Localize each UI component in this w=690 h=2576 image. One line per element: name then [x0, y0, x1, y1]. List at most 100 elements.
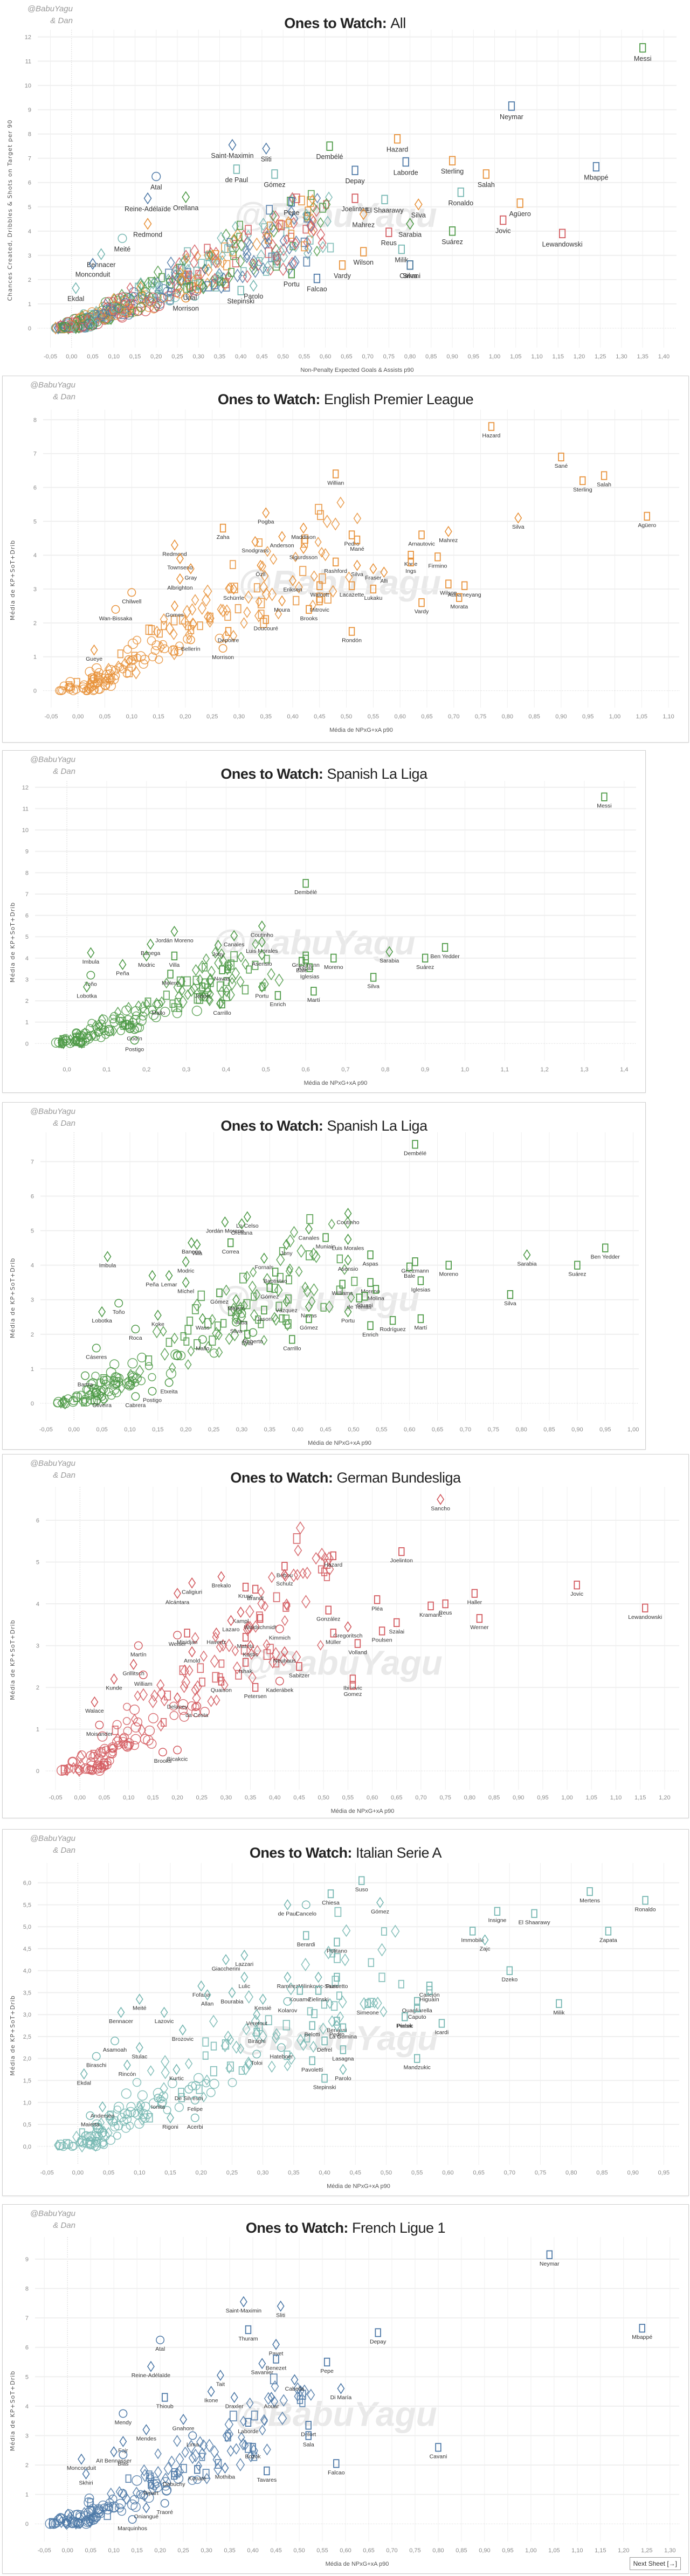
data-point[interactable] [233, 164, 240, 174]
data-point[interactable] [77, 1750, 86, 1760]
data-point[interactable] [274, 1284, 283, 1297]
data-point[interactable] [273, 253, 282, 267]
data-point[interactable] [461, 581, 468, 590]
data-point[interactable] [204, 263, 213, 277]
data-point[interactable] [91, 1696, 99, 1708]
data-point[interactable] [300, 2384, 309, 2398]
data-point[interactable] [204, 1318, 212, 1328]
data-point[interactable] [309, 1283, 319, 1297]
data-point[interactable] [181, 2446, 189, 2459]
data-point[interactable] [314, 192, 321, 204]
data-point[interactable] [82, 2468, 90, 2480]
data-point[interactable] [180, 615, 190, 629]
data-point[interactable] [448, 156, 456, 165]
data-point[interactable] [166, 294, 174, 304]
data-point[interactable] [344, 1234, 352, 1245]
data-point[interactable] [286, 1982, 295, 1996]
data-point[interactable] [96, 2138, 107, 2149]
data-point[interactable] [131, 1325, 140, 1334]
data-point[interactable] [140, 2464, 148, 2477]
data-point[interactable] [219, 276, 227, 288]
data-point[interactable] [106, 665, 116, 675]
data-point[interactable] [190, 244, 199, 258]
data-point[interactable] [282, 1598, 291, 1610]
data-point[interactable] [144, 1362, 153, 1370]
data-point[interactable] [412, 1257, 418, 1266]
data-point[interactable] [162, 2473, 169, 2484]
data-point[interactable] [251, 2452, 258, 2461]
data-point[interactable] [169, 274, 176, 286]
data-point[interactable] [317, 510, 324, 520]
data-point[interactable] [279, 234, 287, 247]
data-point[interactable] [143, 192, 152, 205]
data-point[interactable] [245, 1604, 254, 1618]
data-point[interactable] [176, 1003, 183, 1012]
data-point[interactable] [214, 270, 222, 281]
data-point[interactable] [263, 615, 269, 624]
data-point[interactable] [284, 1899, 292, 1910]
data-point[interactable] [97, 1731, 108, 1742]
data-point[interactable] [225, 2428, 234, 2441]
data-point[interactable] [259, 580, 268, 594]
data-point[interactable] [132, 1011, 141, 1020]
data-point[interactable] [494, 1907, 501, 1916]
data-point[interactable] [288, 197, 295, 207]
data-point[interactable] [279, 1247, 285, 1256]
data-point[interactable] [398, 1547, 405, 1556]
data-point[interactable] [67, 1756, 78, 1767]
data-point[interactable] [179, 614, 186, 625]
data-point[interactable] [237, 286, 244, 295]
data-point[interactable] [445, 579, 452, 588]
data-point[interactable] [240, 267, 247, 276]
data-point[interactable] [207, 2386, 215, 2398]
data-point[interactable] [256, 257, 263, 266]
data-point[interactable] [252, 938, 259, 950]
data-point[interactable] [253, 2009, 261, 2020]
data-point[interactable] [184, 264, 192, 275]
data-point[interactable] [187, 1317, 194, 1326]
data-point[interactable] [162, 2393, 168, 2402]
data-point[interactable] [196, 2085, 203, 2094]
data-point[interactable] [181, 1675, 191, 1689]
data-point[interactable] [317, 1639, 325, 1651]
data-point[interactable] [84, 318, 95, 329]
data-point[interactable] [281, 1562, 288, 1571]
data-point[interactable] [148, 2482, 157, 2496]
data-point[interactable] [228, 139, 237, 151]
data-point[interactable] [160, 2499, 169, 2508]
data-point[interactable] [232, 1318, 241, 1327]
data-point[interactable] [258, 936, 266, 948]
data-point[interactable] [639, 43, 646, 53]
data-point[interactable] [198, 1335, 207, 1344]
data-point[interactable] [193, 266, 201, 276]
data-point[interactable] [94, 1022, 103, 1031]
data-point[interactable] [162, 2486, 171, 2496]
data-point[interactable] [102, 1761, 112, 1770]
data-point[interactable] [312, 204, 321, 217]
data-point[interactable] [108, 1748, 117, 1756]
data-point[interactable] [367, 1250, 374, 1259]
data-point[interactable] [323, 1945, 333, 1959]
data-point[interactable] [240, 617, 248, 629]
data-point[interactable] [348, 530, 355, 539]
data-point[interactable] [150, 1689, 159, 1702]
data-point[interactable] [216, 981, 224, 992]
data-point[interactable] [113, 2131, 121, 2140]
data-point[interactable] [113, 2106, 122, 2114]
data-point[interactable] [268, 1656, 277, 1669]
data-point[interactable] [330, 1629, 336, 1638]
data-point[interactable] [192, 1692, 201, 1705]
data-point[interactable] [73, 1033, 80, 1042]
data-point[interactable] [323, 216, 332, 227]
data-point[interactable] [374, 1595, 381, 1604]
data-point[interactable] [117, 1381, 126, 1394]
data-point[interactable] [142, 950, 150, 962]
data-point[interactable] [119, 2117, 128, 2126]
data-point[interactable] [174, 1588, 181, 1599]
data-point[interactable] [236, 254, 245, 268]
data-point[interactable] [146, 2474, 155, 2483]
data-point[interactable] [369, 563, 377, 574]
data-point[interactable] [338, 1995, 347, 2009]
data-point[interactable] [289, 1225, 299, 1238]
data-point[interactable] [310, 987, 317, 996]
